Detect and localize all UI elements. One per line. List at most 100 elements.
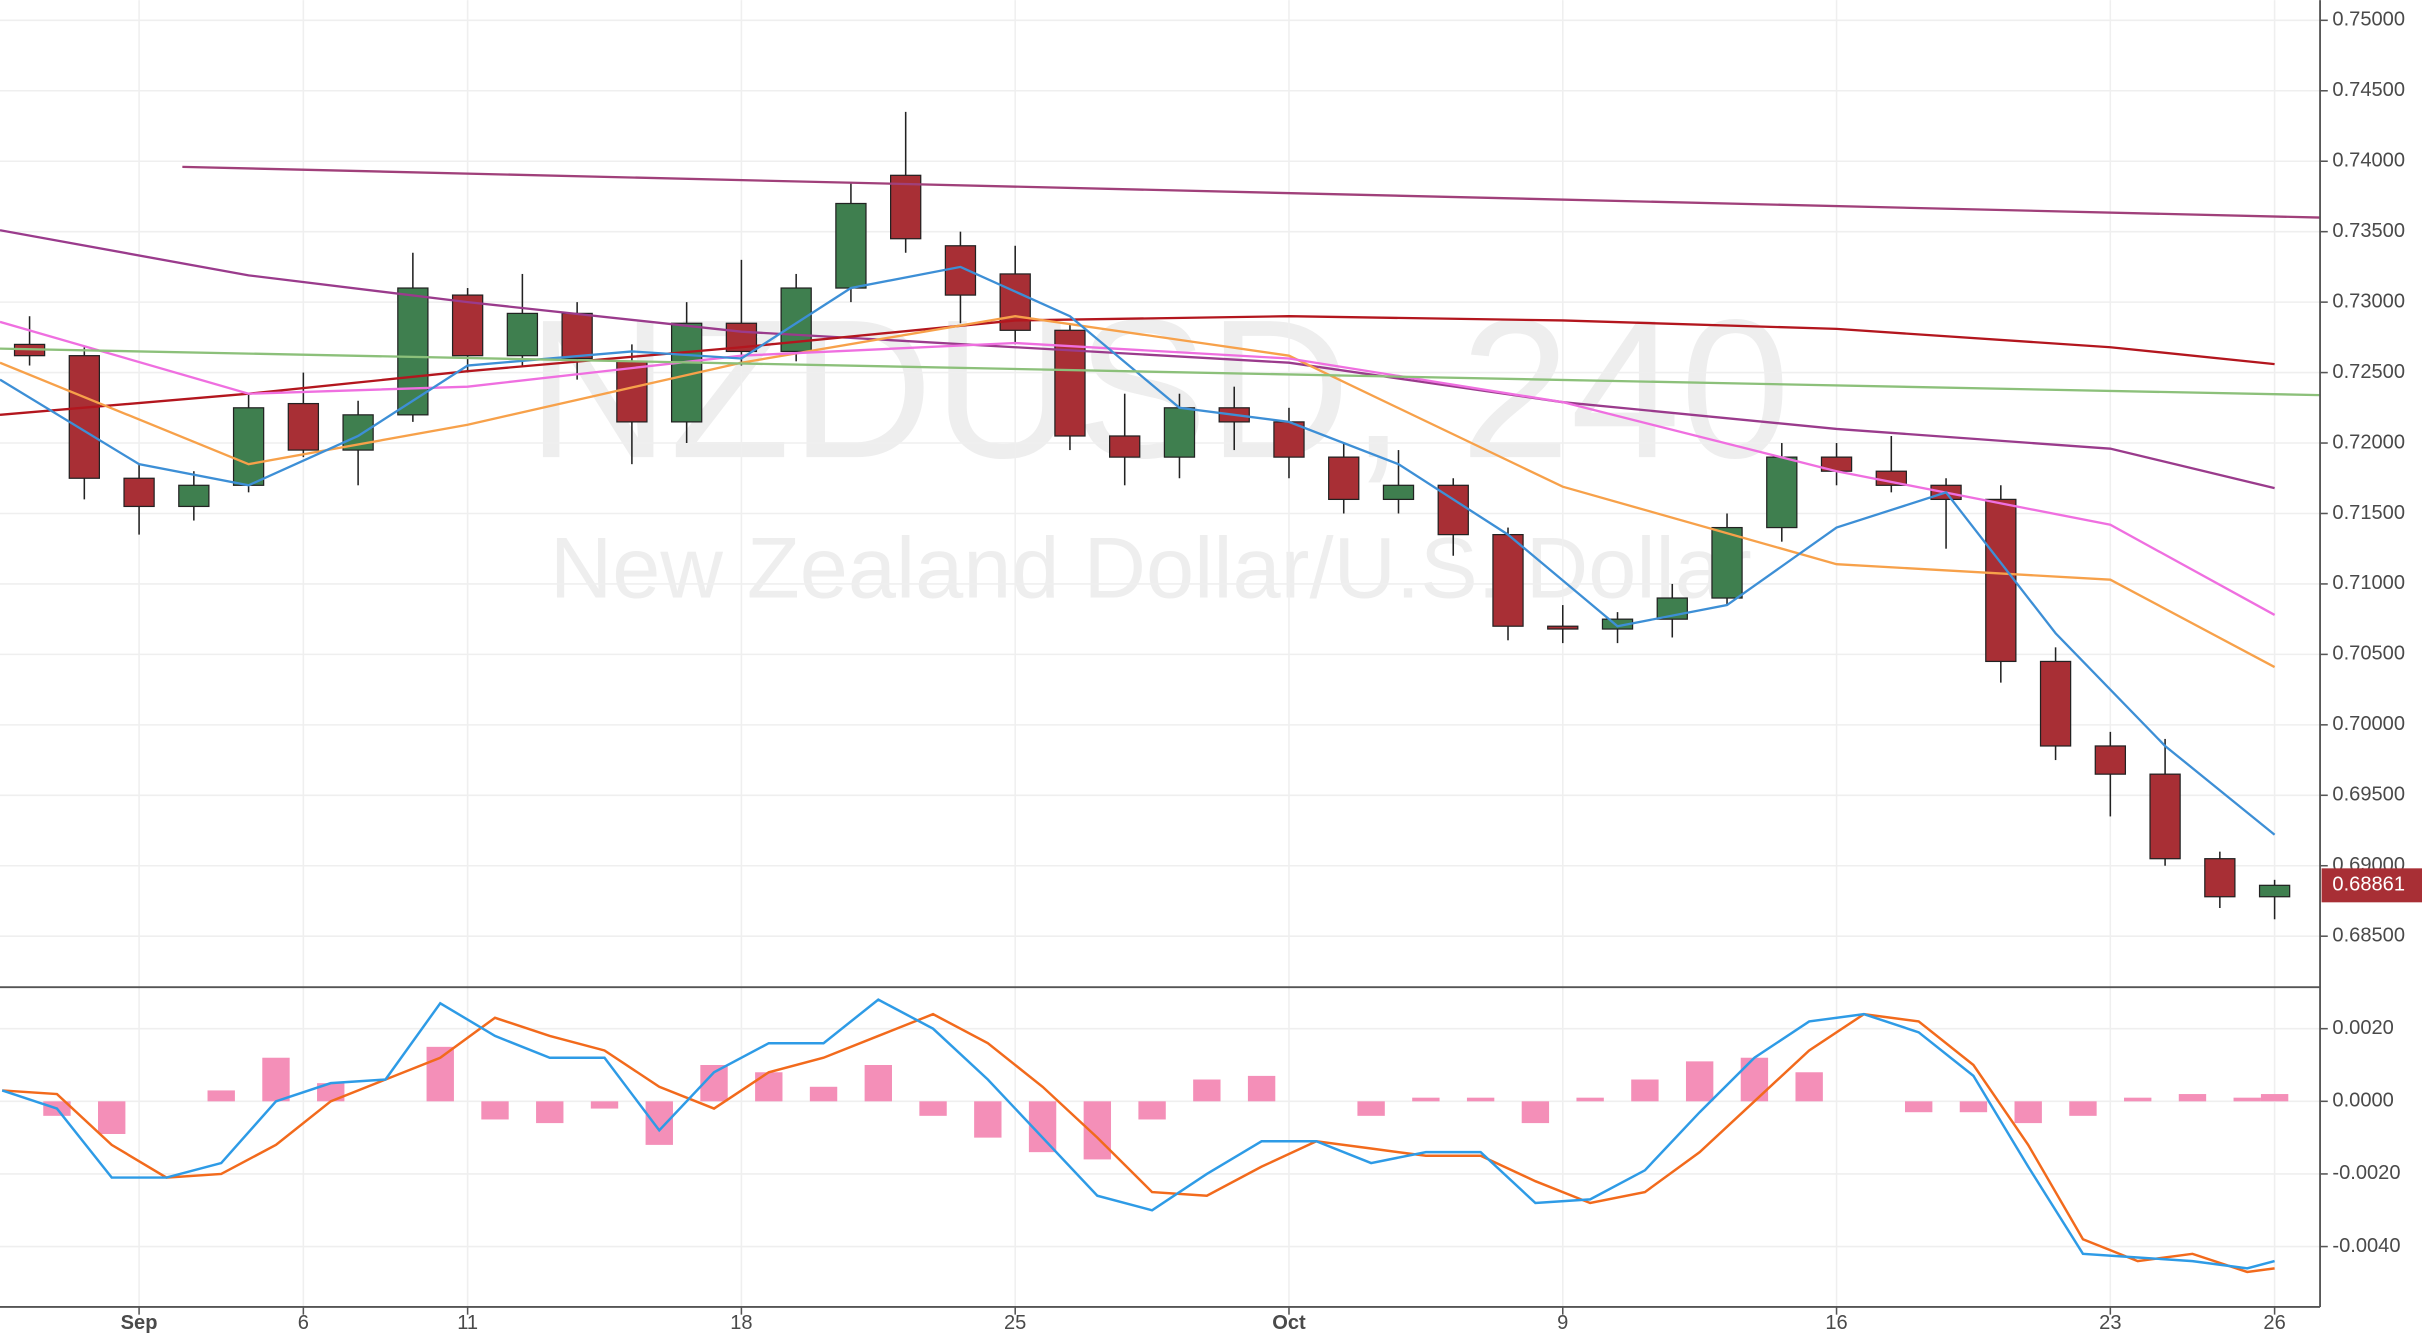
x-tick-label: 23 xyxy=(2099,1312,2121,1334)
histogram-bar xyxy=(1412,1097,1440,1102)
overlay-line xyxy=(0,315,2275,416)
y-tick-label: 0.0000 xyxy=(2332,1090,2393,1112)
candle-body xyxy=(2039,660,2072,747)
x-tick-label: 11 xyxy=(457,1312,478,1334)
histogram-bar xyxy=(426,1046,454,1102)
x-tick-label: 26 xyxy=(2263,1312,2285,1334)
candle-body xyxy=(1054,329,1086,437)
candle-body xyxy=(1492,534,1524,627)
histogram-bar xyxy=(809,1086,838,1102)
histogram-bar xyxy=(2233,1097,2261,1102)
macd-line xyxy=(1,998,2275,1270)
candle-body xyxy=(397,287,429,416)
candle-body xyxy=(561,312,593,360)
candle-body xyxy=(670,322,703,423)
histogram-bar xyxy=(1247,1075,1276,1102)
x-tick-label: 6 xyxy=(298,1312,309,1334)
histogram-bar xyxy=(755,1072,783,1102)
x-tick-label: 18 xyxy=(730,1312,752,1334)
y-tick-label: -0.0040 xyxy=(2332,1235,2400,1257)
histogram-bar xyxy=(2260,1094,2289,1102)
candle-body xyxy=(2204,858,2236,898)
y-tick-label: 0.68500 xyxy=(2332,924,2405,946)
watermark-symbol: NZDUSD, 240 xyxy=(527,278,1790,499)
candle-body xyxy=(451,294,484,357)
overlay-line xyxy=(0,347,2321,397)
y-tick-label: 0.73000 xyxy=(2332,290,2405,312)
x-tick-label: 25 xyxy=(1004,1312,1026,1334)
candle-body xyxy=(1382,484,1415,501)
histogram-bar xyxy=(536,1101,564,1124)
overlay-line xyxy=(0,229,2275,490)
candle-body xyxy=(506,312,539,357)
histogram-bar xyxy=(1959,1101,1988,1113)
candle-body xyxy=(1163,407,1196,458)
y-tick-label: 0.75000 xyxy=(2332,9,2405,31)
y-tick-label: 0.73500 xyxy=(2332,220,2405,242)
candle-body xyxy=(1985,498,2017,663)
histogram-bar xyxy=(1576,1097,1604,1102)
histogram-bar xyxy=(1740,1057,1769,1102)
histogram-bar xyxy=(1357,1101,1385,1116)
histogram-bar xyxy=(1521,1101,1550,1124)
candle-body xyxy=(1547,625,1579,630)
histogram-bar xyxy=(864,1064,892,1102)
histogram-bar xyxy=(1466,1097,1495,1102)
y-tick-label: 0.72500 xyxy=(2332,361,2405,383)
y-tick-label: -0.0020 xyxy=(2332,1162,2400,1184)
candle-body xyxy=(123,477,155,508)
candle-body xyxy=(68,355,101,479)
candle-body xyxy=(232,407,265,486)
histogram-bar xyxy=(262,1057,290,1102)
y-tick-label: 0.70500 xyxy=(2332,643,2405,665)
y-tick-label: 0.71500 xyxy=(2332,502,2405,524)
histogram-bar xyxy=(2014,1101,2042,1124)
histogram-bar xyxy=(1138,1101,1166,1120)
histogram-bar xyxy=(1904,1101,1933,1113)
histogram-bar xyxy=(481,1101,509,1120)
histogram-bar xyxy=(645,1101,673,1145)
overlay-line xyxy=(182,165,2321,219)
x-tick-label: 16 xyxy=(1825,1312,1847,1334)
overlay-line xyxy=(0,320,2276,616)
candle-body xyxy=(2258,884,2291,898)
y-tick-label: 0.0020 xyxy=(2332,1017,2393,1039)
histogram-bar xyxy=(590,1101,619,1109)
candle-body xyxy=(178,484,210,508)
candle-body xyxy=(835,202,867,289)
y-tick-label: 0.71000 xyxy=(2332,572,2405,594)
histogram-bar xyxy=(2178,1094,2207,1102)
y-tick-label: 0.69500 xyxy=(2332,784,2405,806)
last-price-box xyxy=(2321,868,2422,903)
overlay-line xyxy=(0,265,2276,836)
histogram-bar xyxy=(1795,1072,1823,1102)
x-tick-label: 9 xyxy=(1557,1312,1568,1334)
histogram-bar xyxy=(98,1101,126,1134)
histogram-bar xyxy=(1193,1079,1221,1102)
y-tick-label: 0.74000 xyxy=(2332,150,2405,172)
x-tick-label: Sep xyxy=(121,1312,158,1334)
candle-body xyxy=(1711,526,1743,599)
overlay-line xyxy=(0,315,2276,669)
watermark-description: New Zealand Dollar/U.S. Dollar xyxy=(550,521,1752,617)
x-tick-label: Oct xyxy=(1272,1312,1306,1334)
histogram-bar xyxy=(1685,1061,1714,1102)
candle-body xyxy=(1766,456,1798,529)
candle-body xyxy=(1328,456,1360,501)
candle-body xyxy=(1109,435,1141,458)
histogram-bar xyxy=(2069,1101,2097,1116)
candle-body xyxy=(890,174,922,240)
candle-body xyxy=(1273,421,1305,458)
histogram-bar xyxy=(2124,1097,2152,1102)
histogram-bar xyxy=(974,1101,1002,1138)
histogram-bar xyxy=(207,1090,235,1102)
y-tick-label: 0.72000 xyxy=(2332,431,2405,453)
y-tick-label: 0.70000 xyxy=(2332,713,2405,735)
histogram-bar xyxy=(1631,1079,1659,1102)
histogram-bar xyxy=(317,1083,345,1102)
last-price-label: 0.68861 xyxy=(2332,874,2405,896)
candle-body xyxy=(2149,773,2181,860)
